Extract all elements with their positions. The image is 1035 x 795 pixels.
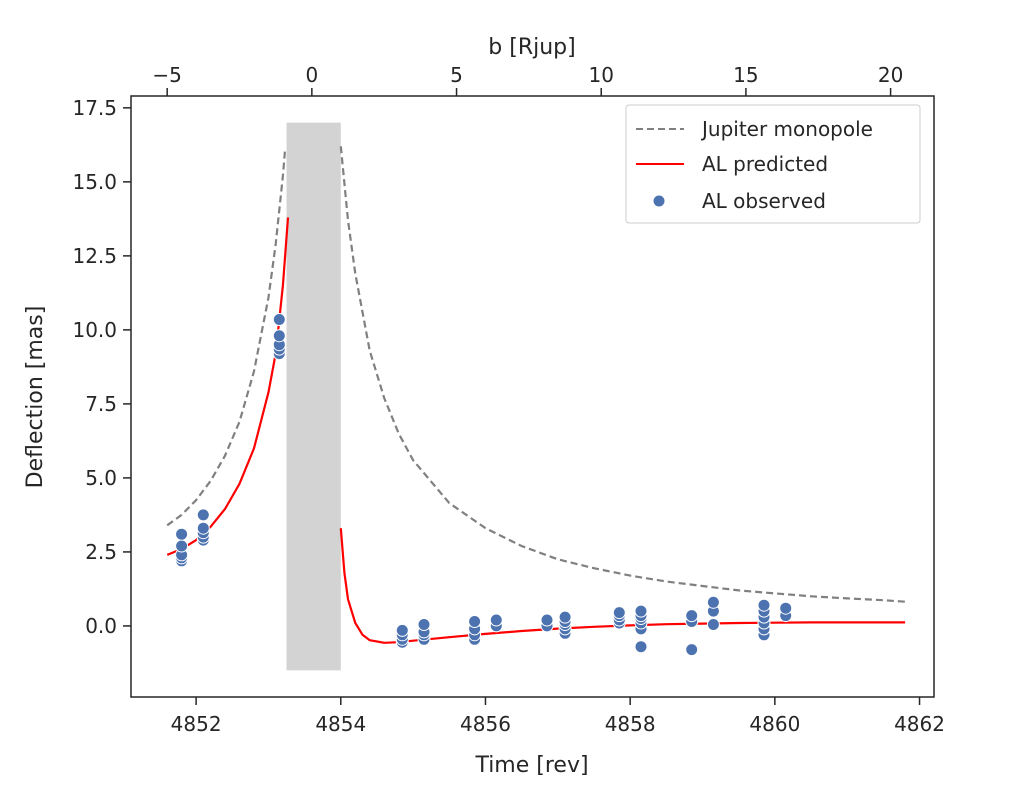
top-x-axis-label: b [Rjup] <box>488 35 575 60</box>
y-tick-label-0: 0.0 <box>85 614 117 638</box>
data-point-57 <box>757 598 771 612</box>
data-point-46 <box>685 643 699 657</box>
top-x-tick-label-2: 5 <box>450 63 463 87</box>
y-tick-label-2: 5.0 <box>85 466 117 490</box>
series-line-2 <box>166 217 290 556</box>
data-point-26 <box>468 615 482 628</box>
y-tick-label-5: 12.5 <box>72 244 117 268</box>
data-point-22 <box>417 618 431 631</box>
plot-area <box>166 122 906 671</box>
top-x-tick-label-0: −5 <box>152 63 181 87</box>
legend-label-jupiter-monopole: Jupiter monopole <box>700 117 873 141</box>
x-tick-label-5: 4862 <box>894 712 945 736</box>
y-tick-label-3: 7.5 <box>85 392 117 416</box>
data-point-49 <box>706 618 720 631</box>
legend-label-al-predicted: AL predicted <box>702 152 828 176</box>
y-tick-label-7: 17.5 <box>72 96 117 120</box>
series-line-0 <box>166 149 287 527</box>
legend-swatch-al-observed <box>652 194 666 208</box>
y-tick-label-6: 15.0 <box>72 170 117 194</box>
data-point-51 <box>706 595 720 609</box>
top-x-tick-label-4: 15 <box>733 63 758 87</box>
top-x-tick-label-3: 10 <box>588 63 613 87</box>
series-line-1 <box>339 146 906 603</box>
data-point-45 <box>634 604 648 618</box>
series-line-3 <box>339 528 906 644</box>
x-tick-label-4: 4860 <box>749 712 800 736</box>
top-x-tick-label-1: 0 <box>305 63 318 87</box>
plot-frame <box>130 95 935 698</box>
data-point-9 <box>196 508 210 522</box>
y-tick-label-1: 2.5 <box>85 540 117 564</box>
data-point-13 <box>272 329 286 343</box>
x-axis-label: Time [rev] <box>474 753 588 778</box>
data-point-28 <box>489 613 503 627</box>
y-axis-label: Deflection [mas] <box>23 306 48 489</box>
y-tick-label-4: 10.0 <box>72 318 117 342</box>
shaded-region <box>286 122 341 671</box>
data-point-18 <box>395 623 409 637</box>
x-tick-label-2: 4856 <box>460 712 511 736</box>
x-tick-label-1: 4854 <box>315 712 366 736</box>
data-point-40 <box>634 640 648 654</box>
data-point-4 <box>175 527 189 541</box>
data-point-48 <box>685 609 699 623</box>
top-x-tick-label-5: 20 <box>878 63 903 87</box>
data-point-3 <box>175 539 189 553</box>
axes: 4852 4854 4856 4858 4860 4862 0.0 2.5 5.0 7.5 10.0… <box>72 63 945 736</box>
x-tick-label-0: 4852 <box>171 712 222 736</box>
x-tick-label-3: 4858 <box>605 712 656 736</box>
data-point-30 <box>540 613 554 627</box>
legend: Jupiter monopole AL predicted AL observe… <box>625 104 921 224</box>
data-point-59 <box>779 601 793 615</box>
legend-label-al-observed: AL observed <box>702 189 826 213</box>
legend-frame <box>625 104 921 224</box>
data-point-8 <box>196 521 210 535</box>
data-point-14 <box>272 313 286 326</box>
data-point-39 <box>612 606 626 620</box>
data-point-35 <box>558 610 572 624</box>
